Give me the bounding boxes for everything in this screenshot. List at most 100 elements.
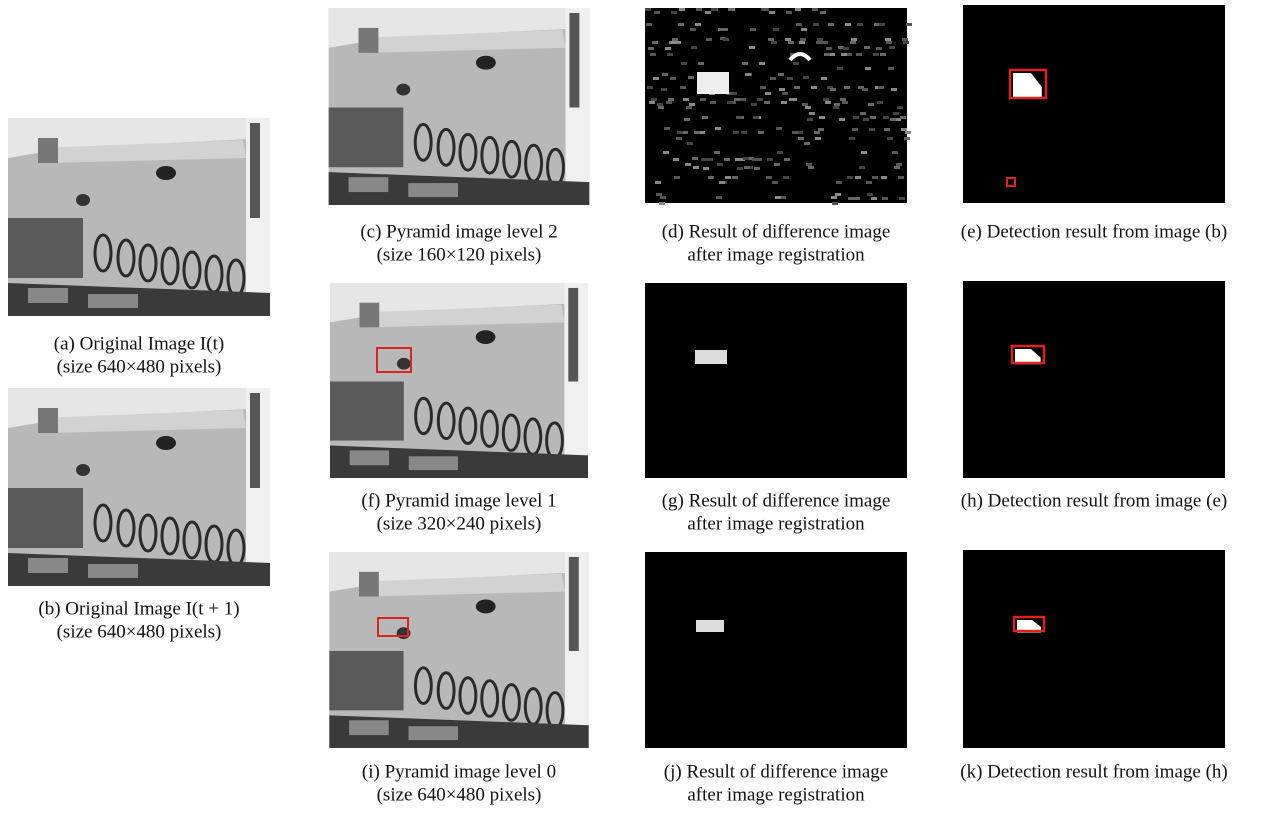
noise [674,176,680,179]
panel: (c) Pyramid image level 2(size 160×120 p… [329,8,590,265]
noise [705,11,711,14]
noise [876,47,882,50]
noise [852,128,858,131]
noise [737,167,743,170]
noise [660,196,666,199]
noise [854,197,860,200]
noise [764,101,770,104]
noise [881,176,887,179]
noise [879,23,885,26]
panel: (b) Original Image I(t + 1)(size 640×480… [8,388,270,642]
noise [657,103,663,106]
noise [818,128,824,131]
panel-image [645,283,907,478]
caption: (j) Result of difference image [664,761,888,782]
noise [805,106,811,109]
panel-image [329,552,588,748]
caption: after image registration [687,513,865,534]
noise [669,41,675,44]
noise [788,41,794,44]
noise [904,137,910,140]
noise [817,38,823,41]
noise [776,127,782,130]
noise [885,38,891,41]
noise [645,8,651,11]
figure: (a) Original Image I(t)(size 640×480 pix… [0,0,1265,810]
panel-image [963,550,1225,748]
noise [898,176,904,179]
noise [775,196,781,199]
noise [828,23,834,26]
noise [826,47,832,50]
noise [665,47,671,50]
noise [815,137,821,140]
noise [886,41,892,44]
noise [757,98,763,101]
noise [823,98,829,101]
panel: (d) Result of difference imageafter imag… [645,8,912,265]
noise [860,112,866,115]
panel: (i) Pyramid image level 0(size 640×480 p… [329,552,588,805]
caption: (i) Pyramid image level 0 [362,761,556,782]
noise [781,101,787,104]
noise [840,98,846,101]
noise [766,176,772,179]
noise [671,11,677,14]
noise [877,101,883,104]
noise [724,158,730,161]
noise [834,103,840,106]
panel: (f) Pyramid image level 1(size 320×240 p… [330,283,588,534]
noise [689,103,695,106]
noise [725,176,731,179]
caption: (size 160×120 pixels) [377,244,542,265]
noise [798,137,804,140]
noise [686,106,692,109]
noise [701,158,707,161]
noise [813,23,819,26]
blob [697,72,729,94]
noise [758,131,764,134]
noise [666,101,672,104]
noise [889,46,895,49]
noise [653,77,659,80]
noise [787,77,793,80]
panel-image [645,552,907,748]
noise [862,88,868,91]
noise [794,86,800,89]
noise [678,23,684,26]
caption: (h) Detection result from image (e) [961,490,1227,511]
noise [782,92,788,95]
noise [843,47,849,50]
panel-image [8,118,270,316]
caption: (d) Result of difference image [662,221,891,242]
noise [767,158,773,161]
noise [735,158,741,161]
noise [873,53,879,56]
noise [708,176,714,179]
noise [865,67,871,70]
noise [795,8,801,11]
noise [770,77,776,80]
caption: (size 640×480 pixels) [57,356,222,377]
noise [807,118,813,121]
noise [769,11,775,14]
noise [715,127,721,130]
noise [901,128,907,131]
noise [706,38,712,41]
caption: (b) Original Image I(t + 1) [38,598,239,619]
noise [659,202,665,205]
noise [812,8,818,11]
caption: (e) Detection result from image (b) [961,221,1227,242]
noise [833,106,839,109]
noise [882,197,888,200]
noise [733,131,739,134]
blob [695,350,727,364]
noise [837,67,843,70]
noise [691,46,697,49]
noise [711,8,717,11]
noise [864,46,870,49]
noise [646,23,652,26]
noise [896,163,902,166]
noise [670,77,676,80]
